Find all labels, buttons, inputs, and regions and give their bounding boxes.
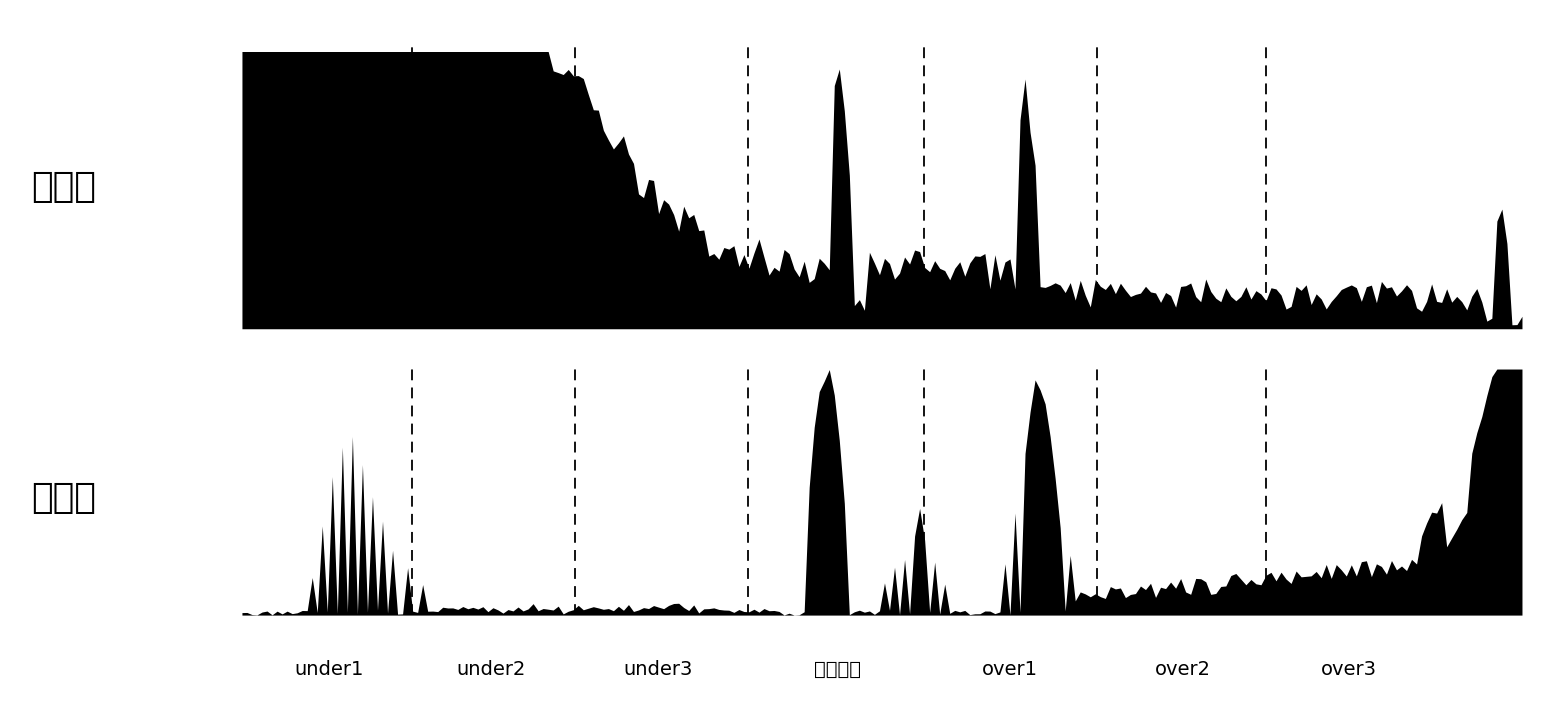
Text: 目标区域: 目标区域 bbox=[813, 660, 860, 679]
Text: over2: over2 bbox=[1155, 660, 1211, 679]
Text: under2: under2 bbox=[457, 660, 526, 679]
Text: 过曝光: 过曝光 bbox=[31, 481, 97, 515]
Text: over3: over3 bbox=[1321, 660, 1377, 679]
Text: over1: over1 bbox=[982, 660, 1038, 679]
Text: under1: under1 bbox=[295, 660, 364, 679]
Text: 欠曝光: 欠曝光 bbox=[31, 170, 97, 204]
Text: under3: under3 bbox=[623, 660, 693, 679]
